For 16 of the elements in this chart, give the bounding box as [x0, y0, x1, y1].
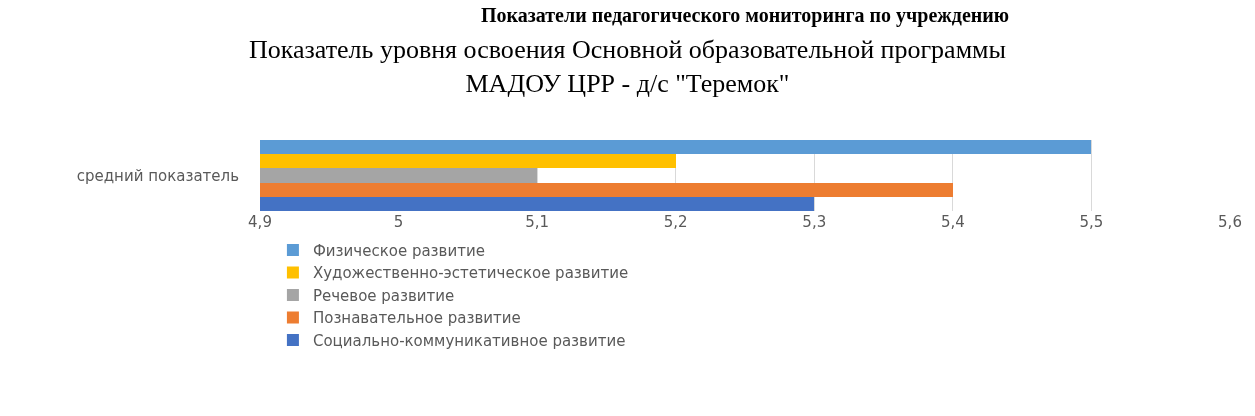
x-tick-label: 5,2 — [663, 213, 688, 231]
legend-label: Речевое развитие — [312, 286, 455, 305]
y-tick-label: средний показатель — [76, 166, 239, 185]
legend-label: Художественно-эстетическое развитие — [312, 264, 629, 283]
x-tick-label: 5 — [393, 213, 404, 231]
x-tick-label: 5,4 — [940, 213, 965, 231]
x-tick-label: 5,5 — [1079, 213, 1104, 231]
legend-label: Физическое развитие — [312, 241, 485, 260]
x-tick-label: 5,3 — [802, 213, 827, 231]
x-tick-label: 5,6 — [1218, 213, 1242, 231]
legend-label: Познавательное развитие — [312, 309, 521, 328]
x-tick-label: 5,1 — [525, 213, 550, 231]
legend-label: Социально-коммуникативное развитие — [312, 331, 626, 350]
chart-title: Показатель уровня освоения Основной образовательной программы МАДОУ ЦРР - д/с "Теремок" — [248, 35, 1007, 99]
text: Показатели педагогического мониторинга по учреждению — [481, 4, 1010, 27]
x-tick-label: 4,9 — [248, 213, 272, 231]
